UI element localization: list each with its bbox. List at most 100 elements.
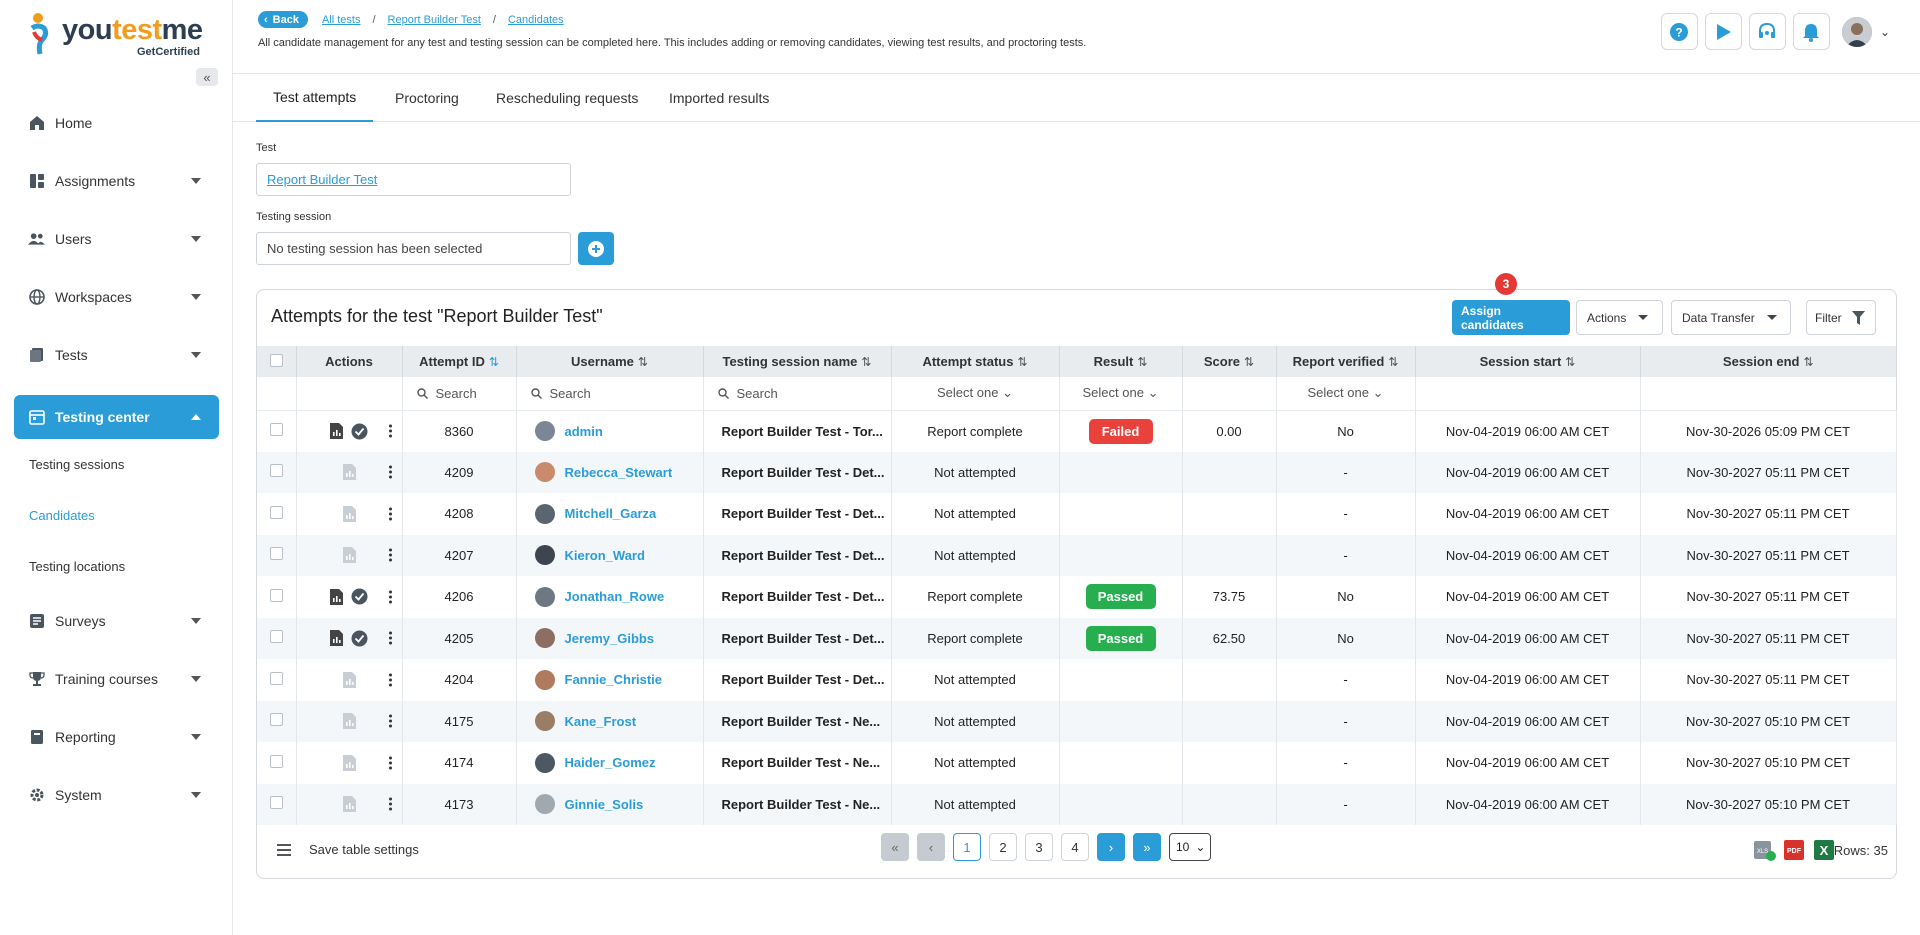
row-checkbox[interactable] xyxy=(269,754,283,768)
result-select[interactable]: Select one ⌄ xyxy=(1059,377,1183,411)
more-options-icon[interactable] xyxy=(388,590,392,604)
session-name-link[interactable]: Report Builder Test - Det... xyxy=(703,451,892,493)
header-attempt-id[interactable]: Attempt ID ⇅ xyxy=(402,346,517,377)
save-table-settings[interactable]: Save table settings xyxy=(277,842,419,857)
sidebar-item-testing-center[interactable]: Testing center xyxy=(14,395,219,439)
export-excel-icon[interactable]: X xyxy=(1812,838,1836,862)
table-row[interactable]: 4206 Jonathan_Rowe Report Builder Test -… xyxy=(257,576,1897,618)
logo[interactable]: youtestme GetCertified xyxy=(28,12,203,62)
export-pdf-icon[interactable]: PDF xyxy=(1782,838,1806,862)
report-document-icon[interactable] xyxy=(330,423,343,439)
header-session-start[interactable]: Session start ⇅ xyxy=(1415,346,1641,377)
session-name-link[interactable]: Report Builder Test - Det... xyxy=(703,534,892,576)
session-name-search[interactable]: Search xyxy=(703,377,892,411)
page-4-button[interactable]: 4 xyxy=(1061,833,1089,861)
notifications-button[interactable] xyxy=(1792,13,1830,50)
tab-test-attempts[interactable]: Test attempts xyxy=(256,74,374,122)
table-row[interactable]: 4208 Mitchell_Garza Report Builder Test … xyxy=(257,493,1897,535)
table-row[interactable]: 4175 Kane_Frost Report Builder Test - Ne… xyxy=(257,700,1897,742)
back-button[interactable]: ‹ Back xyxy=(258,11,308,28)
sidebar-item-tests[interactable]: Tests xyxy=(0,326,233,384)
sidebar-item-system[interactable]: System xyxy=(0,766,233,824)
username-link[interactable]: Kieron_Ward xyxy=(564,547,645,563)
username-link[interactable]: Mitchell_Garza xyxy=(564,506,657,522)
play-button[interactable] xyxy=(1704,13,1742,50)
username-link[interactable]: admin xyxy=(564,423,603,439)
table-row[interactable]: 4173 Ginnie_Solis Report Builder Test - … xyxy=(257,783,1897,825)
header-score[interactable]: Score ⇅ xyxy=(1182,346,1277,377)
session-name-link[interactable]: Report Builder Test - Det... xyxy=(703,659,892,701)
sidebar-subitem-testing-sessions[interactable]: Testing sessions xyxy=(29,457,125,472)
header-session-end[interactable]: Session end ⇅ xyxy=(1640,346,1896,377)
assign-candidates-button[interactable]: Assign candidates xyxy=(1452,300,1570,335)
page-size-select[interactable]: 10 ⌄ xyxy=(1169,833,1211,861)
session-name-link[interactable]: Report Builder Test - Det... xyxy=(703,576,892,618)
header-testing-session-name[interactable]: Testing session name ⇅ xyxy=(703,346,892,377)
first-page-button[interactable]: « xyxy=(881,833,909,861)
sidebar-item-workspaces[interactable]: Workspaces xyxy=(0,268,233,326)
attempt-id-search[interactable]: Search xyxy=(402,377,517,411)
table-row[interactable]: 8360 admin Report Builder Test - Tor... … xyxy=(257,410,1897,452)
last-page-button[interactable]: » xyxy=(1133,833,1161,861)
sidebar-subitem-candidates[interactable]: Candidates xyxy=(29,508,95,523)
data-transfer-dropdown[interactable]: Data Transfer xyxy=(1671,300,1791,335)
session-name-link[interactable]: Report Builder Test - Ne... xyxy=(703,742,892,784)
attempt-status-select[interactable]: Select one ⌄ xyxy=(891,377,1060,411)
row-checkbox[interactable] xyxy=(269,547,283,561)
username-link[interactable]: Jonathan_Rowe xyxy=(564,589,665,605)
row-checkbox[interactable] xyxy=(269,713,283,727)
table-row[interactable]: 4207 Kieron_Ward Report Builder Test - D… xyxy=(257,534,1897,576)
sidebar-item-users[interactable]: Users xyxy=(0,210,233,268)
test-link[interactable]: Report Builder Test xyxy=(267,172,378,187)
tab-proctoring[interactable]: Proctoring xyxy=(395,90,459,106)
more-options-icon[interactable] xyxy=(388,424,392,438)
more-options-icon[interactable] xyxy=(388,548,392,562)
more-options-icon[interactable] xyxy=(388,673,392,687)
sidebar-item-reporting[interactable]: Reporting xyxy=(0,708,233,766)
session-name-link[interactable]: Report Builder Test - Det... xyxy=(703,617,892,659)
help-button[interactable]: ? xyxy=(1660,13,1698,50)
check-circle-icon[interactable] xyxy=(351,423,368,440)
header-username[interactable]: Username ⇅ xyxy=(516,346,704,377)
more-options-icon[interactable] xyxy=(388,797,392,811)
chevron-down-icon[interactable]: ⌄ xyxy=(1879,24,1890,39)
report-document-icon[interactable] xyxy=(342,505,356,522)
tab-rescheduling-requests[interactable]: Rescheduling requests xyxy=(496,90,639,106)
tab-imported-results[interactable]: Imported results xyxy=(669,90,770,106)
row-checkbox[interactable] xyxy=(269,423,283,436)
username-link[interactable]: Haider_Gomez xyxy=(564,755,656,771)
row-checkbox[interactable] xyxy=(269,671,283,685)
sidebar-item-training-courses[interactable]: Training courses xyxy=(0,650,233,708)
username-link[interactable]: Jeremy_Gibbs xyxy=(564,630,655,646)
session-name-link[interactable]: Report Builder Test - Tor... xyxy=(703,410,892,452)
more-options-icon[interactable] xyxy=(388,631,392,645)
session-name-link[interactable]: Report Builder Test - Ne... xyxy=(703,783,892,825)
row-checkbox[interactable] xyxy=(269,588,283,602)
header-attempt-status[interactable]: Attempt status ⇅ xyxy=(891,346,1060,377)
row-checkbox[interactable] xyxy=(269,630,283,644)
collapse-sidebar-button[interactable]: « xyxy=(196,68,218,86)
username-link[interactable]: Kane_Frost xyxy=(564,713,637,729)
report-document-icon[interactable] xyxy=(330,630,343,647)
row-checkbox[interactable] xyxy=(269,464,283,478)
page-1-button[interactable]: 1 xyxy=(953,833,981,861)
more-options-icon[interactable] xyxy=(388,756,392,770)
report-document-icon[interactable] xyxy=(342,754,356,771)
report-document-icon[interactable] xyxy=(342,671,356,688)
username-link[interactable]: Rebecca_Stewart xyxy=(564,464,673,480)
username-link[interactable]: Ginnie_Solis xyxy=(564,796,644,812)
sidebar-subitem-testing-locations[interactable]: Testing locations xyxy=(29,559,126,574)
report-document-icon[interactable] xyxy=(342,796,356,813)
add-testing-session-button[interactable] xyxy=(578,232,614,265)
export-xls-verified-icon[interactable]: XLS xyxy=(1752,838,1776,862)
sidebar-item-assignments[interactable]: Assignments xyxy=(0,152,233,210)
report-verified-select[interactable]: Select one ⌄ xyxy=(1276,377,1416,411)
user-avatar[interactable] xyxy=(1841,16,1872,47)
check-circle-icon[interactable] xyxy=(351,630,368,647)
filter-button[interactable]: Filter xyxy=(1806,300,1876,335)
sidebar-item-home[interactable]: Home xyxy=(0,94,233,152)
more-options-icon[interactable] xyxy=(388,714,392,728)
testing-session-field[interactable]: No testing session has been selected xyxy=(256,232,571,265)
prev-page-button[interactable]: ‹ xyxy=(917,833,945,861)
support-button[interactable] xyxy=(1748,13,1786,50)
